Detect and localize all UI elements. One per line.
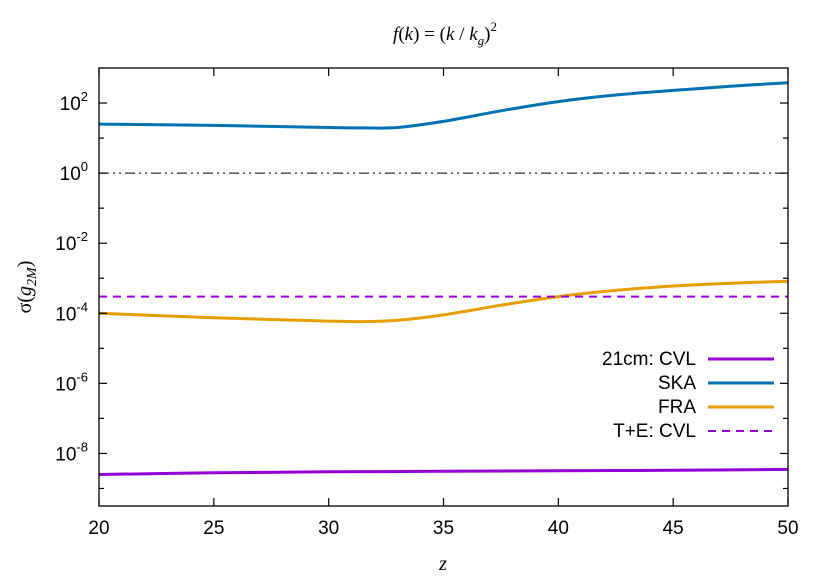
legend-label: 21cm: CVL	[602, 349, 696, 370]
series-line-1	[98, 81, 789, 130]
plot-frame	[98, 67, 789, 507]
y-tick-label: 100	[60, 159, 88, 185]
legend-label: SKA	[658, 373, 696, 394]
x-axis-label: z	[438, 553, 447, 575]
chart-title: f(k) = (k / kg)2	[393, 19, 497, 48]
y-tick-label: 10-4	[55, 299, 88, 325]
legend-label: T+E: CVL	[613, 421, 696, 442]
y-tick-label: 10-2	[55, 229, 88, 255]
x-tick-label: 50	[777, 518, 798, 539]
series-line-0	[98, 467, 789, 476]
y-tick-label: 102	[60, 89, 88, 115]
series-line-2	[98, 279, 789, 324]
y-tick-label: 10-6	[55, 369, 88, 395]
y-axis-label: σ(g2M)	[14, 261, 40, 314]
legend: 21cm: CVL SKA FRA T+E: CVL	[602, 349, 774, 442]
x-tick-label: 35	[433, 518, 454, 539]
x-tick-label: 30	[318, 518, 339, 539]
x-tick-label: 25	[203, 518, 224, 539]
x-tick-label: 40	[548, 518, 569, 539]
x-tick-label: 45	[663, 518, 684, 539]
x-tick-label: 20	[88, 518, 109, 539]
y-tick-label: 10-8	[55, 439, 88, 465]
legend-label: FRA	[658, 397, 696, 418]
